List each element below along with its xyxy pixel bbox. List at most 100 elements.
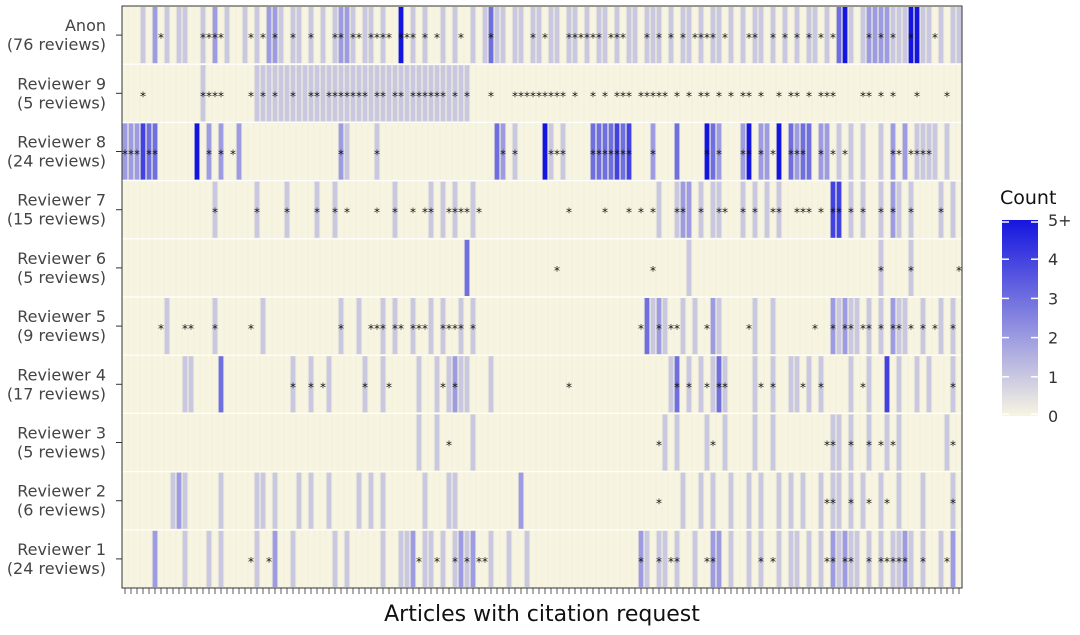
heatmap-cell bbox=[218, 530, 224, 587]
row-label-name: Reviewer 3 bbox=[17, 424, 106, 443]
star-marker: * bbox=[410, 322, 416, 336]
heatmap-cell bbox=[716, 123, 722, 180]
heatmap-cell bbox=[128, 123, 134, 180]
heatmap-cell bbox=[572, 7, 578, 64]
star-marker: * bbox=[950, 380, 956, 394]
row-label-reviews: (5 reviews) bbox=[17, 443, 106, 462]
heatmap-cell bbox=[728, 7, 734, 64]
heatmap-cell bbox=[140, 123, 146, 180]
heatmap-cell bbox=[938, 530, 944, 587]
heatmap-cell bbox=[902, 530, 908, 587]
heatmap-cell bbox=[332, 181, 338, 238]
star-marker: * bbox=[398, 89, 404, 103]
star-marker: * bbox=[542, 31, 548, 45]
star-marker: * bbox=[452, 555, 458, 569]
heatmap-cell bbox=[644, 7, 650, 64]
heatmap-cell bbox=[152, 530, 158, 587]
heatmap-cell bbox=[440, 298, 446, 355]
heatmap-cell bbox=[752, 298, 758, 355]
heatmap-cell bbox=[716, 530, 722, 587]
star-marker: * bbox=[248, 89, 254, 103]
heatmap-cell bbox=[950, 356, 956, 413]
heatmap-cell bbox=[464, 530, 470, 587]
star-marker: * bbox=[566, 206, 572, 220]
heatmap-cell bbox=[752, 181, 758, 238]
star-marker: * bbox=[410, 89, 416, 103]
row-label-name: Anon bbox=[65, 16, 106, 35]
heatmap-cell bbox=[686, 356, 692, 413]
star-marker: * bbox=[554, 264, 560, 278]
star-marker: * bbox=[434, 555, 440, 569]
heatmap-cell bbox=[452, 356, 458, 413]
star-marker: * bbox=[848, 497, 854, 511]
heatmap-cell bbox=[722, 414, 728, 471]
heatmap-cell bbox=[410, 530, 416, 587]
heatmap-cell bbox=[662, 414, 668, 471]
star-marker: * bbox=[578, 31, 584, 45]
star-marker: * bbox=[614, 148, 620, 162]
star-marker: * bbox=[464, 555, 470, 569]
heatmap-cell bbox=[752, 356, 758, 413]
star-marker: * bbox=[740, 206, 746, 220]
x-axis-title: Articles with citation request bbox=[384, 602, 700, 627]
heatmap-cell bbox=[926, 123, 932, 180]
heatmap-cell bbox=[680, 7, 686, 64]
row-label-reviews: (17 reviews) bbox=[7, 384, 106, 403]
heatmap-cell bbox=[674, 530, 680, 587]
heatmap-cell bbox=[890, 298, 896, 355]
heatmap-cell bbox=[200, 65, 206, 122]
heatmap-cell bbox=[404, 65, 410, 122]
heatmap-cell bbox=[914, 7, 920, 64]
heatmap-cell bbox=[326, 65, 332, 122]
star-marker: * bbox=[866, 89, 872, 103]
star-marker: * bbox=[878, 439, 884, 453]
plot-border bbox=[121, 5, 963, 589]
star-marker: * bbox=[356, 89, 362, 103]
heatmap-cell bbox=[458, 298, 464, 355]
heatmap-cell bbox=[218, 123, 224, 180]
heatmap-cell bbox=[698, 7, 704, 64]
star-marker: * bbox=[470, 322, 476, 336]
star-marker: * bbox=[674, 322, 680, 336]
heatmap-cells bbox=[122, 7, 962, 587]
heatmap-cell bbox=[716, 7, 722, 64]
star-marker: * bbox=[482, 555, 488, 569]
heatmap-cell bbox=[800, 123, 806, 180]
star-marker: * bbox=[848, 555, 854, 569]
star-marker: * bbox=[248, 322, 254, 336]
star-marker: * bbox=[560, 148, 566, 162]
heatmap-cell bbox=[182, 530, 188, 587]
heatmap-cell bbox=[206, 123, 212, 180]
heatmap-cell bbox=[806, 123, 812, 180]
star-marker: * bbox=[650, 264, 656, 278]
star-marker: * bbox=[914, 89, 920, 103]
legend-ticks: 0 1 2 3 4 5+ bbox=[1002, 211, 1072, 426]
star-marker: * bbox=[794, 31, 800, 45]
star-marker: * bbox=[704, 31, 710, 45]
legend-colorbar bbox=[1002, 220, 1038, 416]
star-marker: * bbox=[674, 89, 680, 103]
star-marker: * bbox=[716, 89, 722, 103]
heatmap-cell bbox=[848, 298, 854, 355]
star-marker: * bbox=[800, 148, 806, 162]
heatmap-cell bbox=[770, 414, 776, 471]
star-marker: * bbox=[380, 89, 386, 103]
heatmap-cell bbox=[770, 298, 776, 355]
star-marker: * bbox=[884, 497, 890, 511]
star-marker: * bbox=[698, 89, 704, 103]
star-marker: * bbox=[920, 148, 926, 162]
star-marker: * bbox=[554, 89, 560, 103]
heatmap-cell bbox=[938, 7, 944, 64]
star-marker: * bbox=[668, 322, 674, 336]
heatmap-cell bbox=[458, 530, 464, 587]
heatmap-cell bbox=[836, 123, 842, 180]
star-marker: * bbox=[776, 206, 782, 220]
star-marker: * bbox=[158, 322, 164, 336]
star-marker: * bbox=[818, 380, 824, 394]
heatmap-cell bbox=[782, 7, 788, 64]
heatmap-cell bbox=[614, 123, 620, 180]
row-label-name: Reviewer 9 bbox=[17, 74, 106, 93]
star-marker: * bbox=[434, 31, 440, 45]
heatmap-cell bbox=[428, 65, 434, 122]
heatmap-cell bbox=[470, 530, 476, 587]
